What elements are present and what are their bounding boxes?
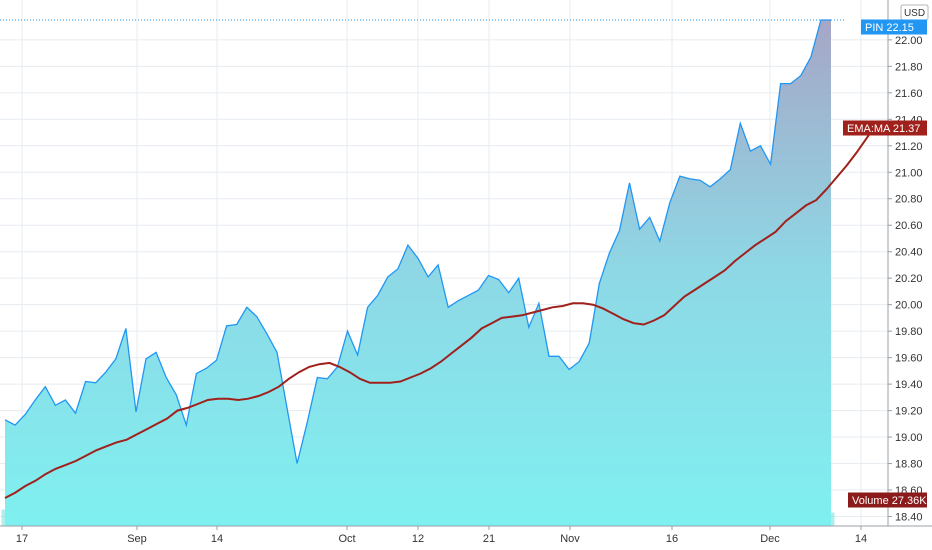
y-tick-label: 20.00 <box>895 300 923 312</box>
y-tick-label: 20.40 <box>895 247 923 259</box>
x-tick-label: Oct <box>338 533 355 545</box>
y-tick-label: 21.60 <box>895 88 923 100</box>
volume-value-tag: Volume 27.36K <box>848 492 927 508</box>
y-tick-label: 21.00 <box>895 167 923 179</box>
pin-value-tag: PIN 22.15 <box>861 19 927 35</box>
y-tick-label: 19.00 <box>895 432 923 444</box>
x-tick-label: 21 <box>483 533 495 545</box>
y-tick-label: 18.80 <box>895 459 923 471</box>
y-tick-label: 21.80 <box>895 61 923 73</box>
x-tick-label: Dec <box>760 533 780 545</box>
y-tick-label: 22.00 <box>895 35 923 47</box>
y-axis-tick-labels: 22.0021.8021.6021.4021.2021.0020.8020.60… <box>888 35 923 524</box>
y-tick-label: 21.20 <box>895 141 923 153</box>
x-axis-tick-labels: 17 Sep 14 Oct 12 21 Nov 16 Dec 14 <box>16 526 867 545</box>
x-tick-label: Nov <box>560 533 580 545</box>
y-tick-label: 19.20 <box>895 406 923 418</box>
x-tick-label: Sep <box>127 533 147 545</box>
price-line <box>4 19 831 464</box>
series-value-tags: PIN 22.15 EMA:MA 21.37 Volume 27.36K <box>843 19 927 508</box>
y-tick-label: 19.60 <box>895 353 923 365</box>
y-tick-label: 19.40 <box>895 379 923 391</box>
ema-value-tag: EMA:MA 21.37 <box>843 120 927 136</box>
y-tick-label: 20.20 <box>895 273 923 285</box>
y-tick-label: 18.40 <box>895 512 923 524</box>
y-tick-label: 20.80 <box>895 194 923 206</box>
x-tick-label: 14 <box>855 533 867 545</box>
ema-tag-bg <box>843 120 927 136</box>
ema-tag-text: EMA:MA 21.37 <box>847 123 920 135</box>
volume-tag-bg <box>848 492 927 508</box>
ema-ma-line <box>4 122 878 499</box>
y-tick-label: 20.60 <box>895 220 923 232</box>
x-tick-label: 17 <box>16 533 28 545</box>
pin-tag-text: PIN 22.15 <box>865 22 914 34</box>
volume-tag-text: Volume 27.36K <box>852 495 927 507</box>
x-tick-label: 14 <box>211 533 223 545</box>
x-tick-label: 16 <box>666 533 678 545</box>
pin-tag-bg <box>861 19 927 35</box>
y-tick-label: 19.80 <box>895 326 923 338</box>
currency-badge: USD <box>900 4 929 21</box>
x-tick-label: 12 <box>412 533 424 545</box>
currency-label: USD <box>904 8 925 19</box>
